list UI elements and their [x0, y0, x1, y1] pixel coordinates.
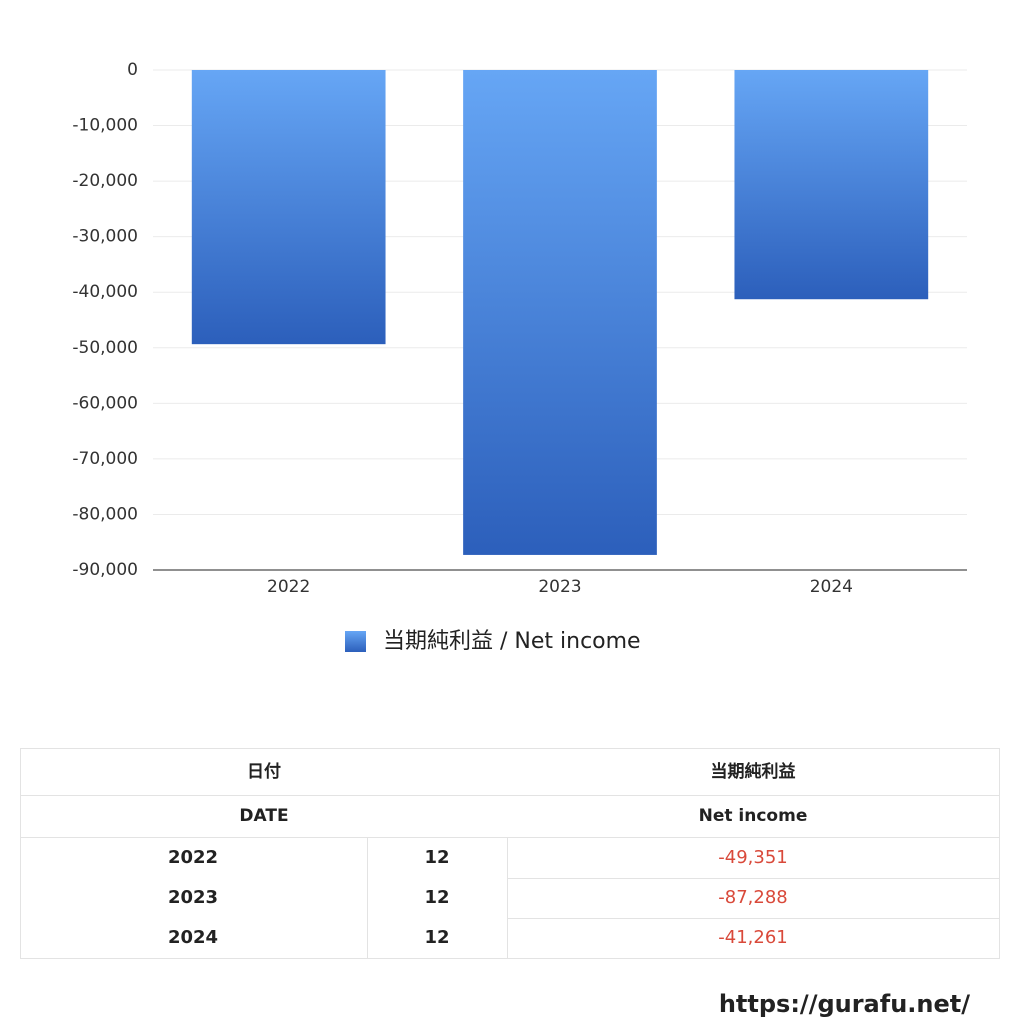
- table-cell: -41,261: [718, 927, 787, 948]
- table-cell: 2024: [168, 927, 218, 948]
- x-tick-label: 2023: [538, 577, 581, 597]
- bars: [191, 70, 929, 555]
- y-tick-label: -10,000: [72, 116, 138, 136]
- bar: [734, 70, 929, 300]
- y-tick-label: -20,000: [72, 171, 138, 191]
- table-border: [20, 748, 1000, 959]
- y-tick-label: -30,000: [72, 227, 138, 247]
- footer-url: https://gurafu.net/: [719, 990, 970, 1018]
- legend-swatch: [345, 631, 366, 652]
- legend-label: 当期純利益 / Net income: [383, 629, 641, 654]
- table-cell: 2022: [168, 847, 218, 868]
- y-tick-label: -90,000: [72, 560, 138, 580]
- y-tick-label: -60,000: [72, 393, 138, 413]
- y-tick-label: -50,000: [72, 338, 138, 358]
- table-header: Net income: [699, 806, 808, 826]
- table-header: 日付: [247, 761, 281, 782]
- table-cell: 12: [424, 847, 449, 868]
- x-tick-label: 2022: [267, 577, 310, 597]
- x-tick-label: 2024: [810, 577, 853, 597]
- table-cell: 12: [424, 927, 449, 948]
- table-header: 当期純利益: [711, 761, 796, 782]
- table-cell: -49,351: [718, 847, 787, 868]
- y-tick-label: 0: [127, 60, 138, 80]
- bar: [463, 70, 657, 555]
- table-cell: -87,288: [718, 887, 787, 908]
- y-tick-label: -80,000: [72, 504, 138, 524]
- table-cell: 2023: [168, 887, 218, 908]
- y-tick-label: -40,000: [72, 282, 138, 302]
- table-cell: 12: [424, 887, 449, 908]
- y-tick-label: -70,000: [72, 449, 138, 469]
- table: [20, 748, 1000, 959]
- bar: [191, 70, 386, 345]
- table-header: DATE: [239, 806, 288, 826]
- table-body: 2022 12 -49,351 2023 12 -87,288 2024 12 -41,261: [168, 847, 788, 948]
